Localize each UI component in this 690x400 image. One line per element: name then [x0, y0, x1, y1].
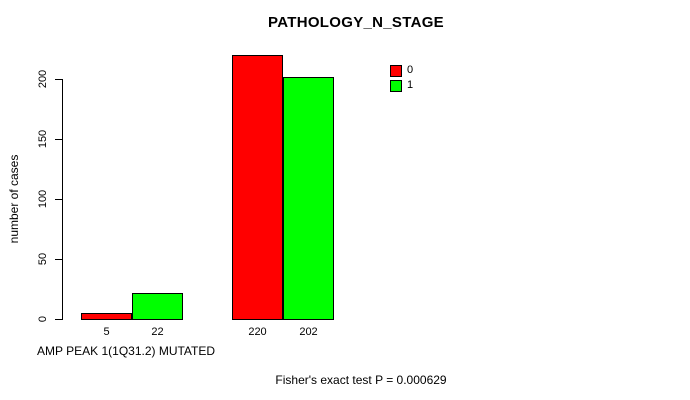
y-axis-tick — [55, 139, 62, 140]
y-axis-tick-label: 150 — [37, 129, 49, 149]
y-axis-tick-label: 200 — [37, 69, 49, 89]
y-axis-title: number of cases — [7, 154, 21, 244]
bar-value-label: 202 — [299, 326, 318, 338]
bar-series-0-group-1 — [81, 313, 132, 320]
legend-label: 0 — [407, 64, 414, 76]
legend-label: 1 — [407, 79, 414, 91]
legend-swatch-icon — [390, 64, 402, 77]
y-axis-tick-label: 50 — [37, 252, 49, 266]
y-axis-tick — [55, 259, 62, 260]
y-axis-tick — [55, 79, 62, 80]
legend-item-0: 0 — [390, 64, 413, 77]
y-axis-tick-label: 100 — [37, 189, 49, 209]
x-axis-title: AMP PEAK 1(1Q31.2) MUTATED — [37, 344, 216, 358]
legend-swatch-icon — [390, 79, 402, 92]
bar-series-0-group-2 — [232, 55, 283, 320]
y-axis-tick-label: 0 — [37, 315, 49, 323]
stat-test-label: Fisher's exact test P = 0.000629 — [275, 373, 447, 387]
bar-value-label: 22 — [151, 326, 164, 338]
y-axis-tick — [55, 319, 62, 320]
bar-series-1-group-1 — [132, 293, 183, 320]
bar-value-label: 5 — [103, 326, 110, 338]
y-axis-tick — [55, 199, 62, 200]
chart-title: PATHOLOGY_N_STAGE — [268, 14, 444, 31]
legend-item-1: 1 — [390, 79, 413, 92]
bar-value-label: 220 — [248, 326, 267, 338]
bar-series-1-group-2 — [283, 77, 334, 320]
y-axis-line — [62, 79, 63, 320]
